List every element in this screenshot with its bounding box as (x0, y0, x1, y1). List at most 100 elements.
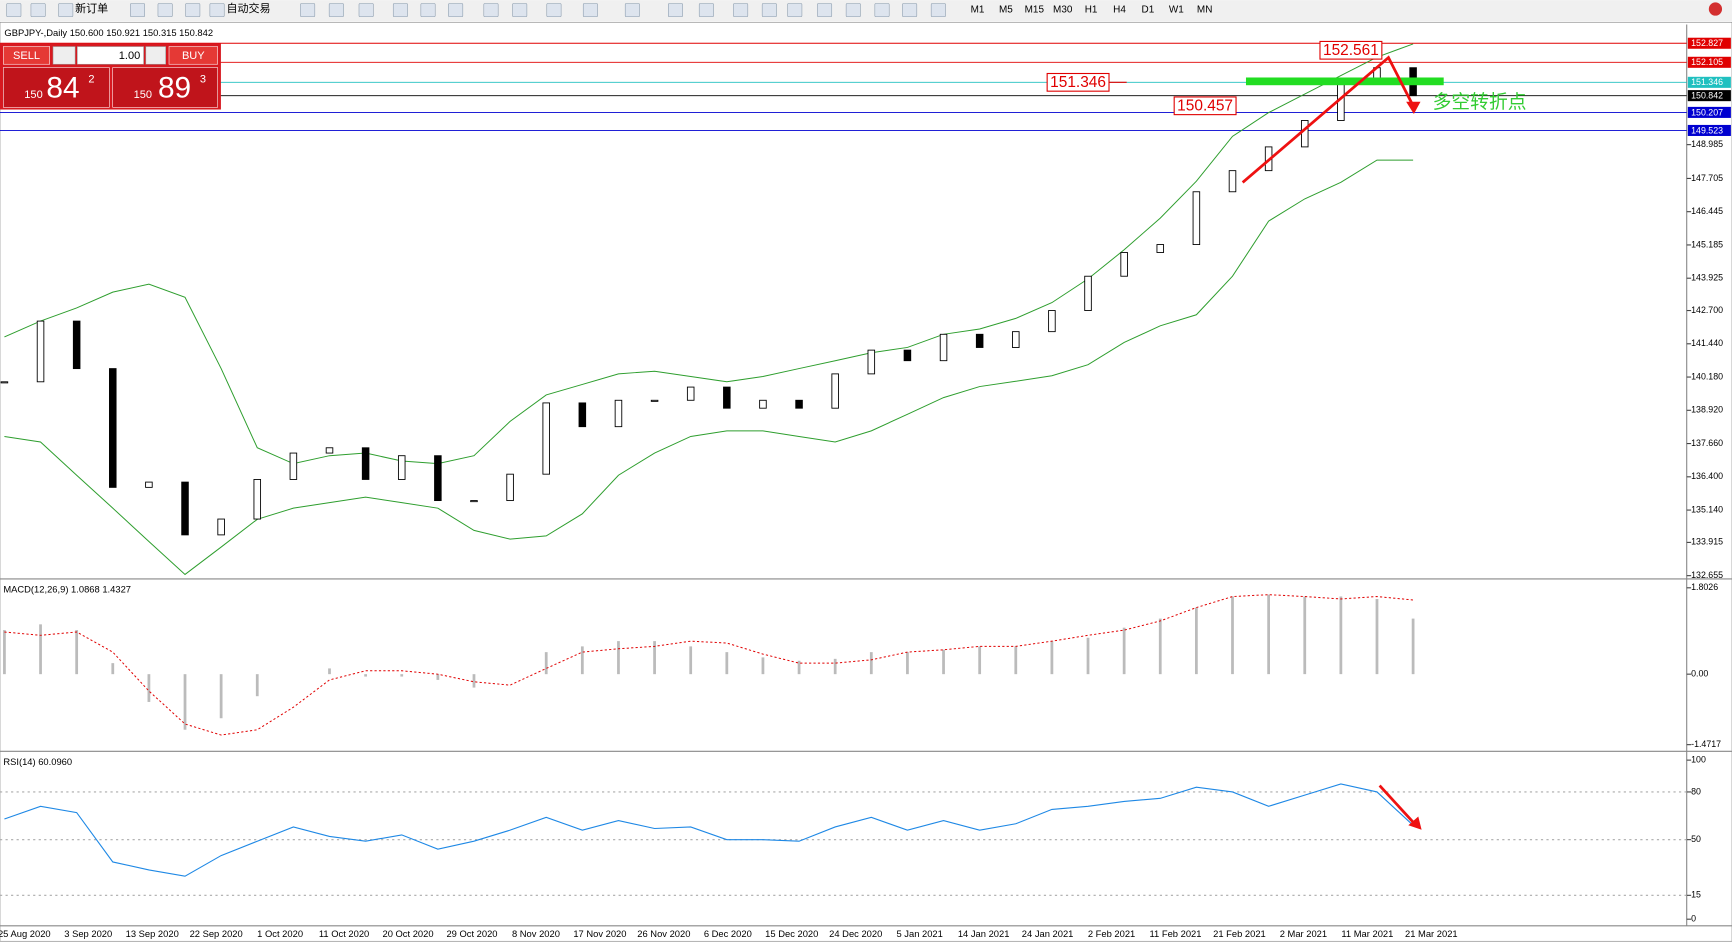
drawings (1241, 55, 1444, 830)
candle (397, 455, 406, 480)
timeframe-button[interactable]: MN (1197, 5, 1212, 16)
candle (759, 399, 767, 409)
date-label: 21 Mar 2021 (1405, 929, 1458, 939)
annotation: 多空转折点 (1433, 91, 1527, 112)
toolbar-icon[interactable] (58, 3, 74, 18)
timeframe-button[interactable]: M15 (1025, 5, 1045, 16)
price-tag-label: 152.827 (1691, 38, 1723, 48)
arrow-head (1408, 816, 1422, 830)
timeframe-button[interactable]: W1 (1169, 5, 1184, 16)
candle (434, 455, 442, 502)
y-tick-label: 132.655 (1691, 570, 1723, 580)
trend-arrow (1241, 55, 1416, 184)
date-label: 17 Nov 2020 (573, 929, 626, 939)
date-label: 20 Oct 2020 (382, 929, 433, 939)
price-tag-label: 150.842 (1691, 91, 1723, 101)
toolbar-icon[interactable] (6, 3, 22, 18)
price-tag-label: 152.105 (1691, 57, 1723, 67)
toolbar-icon[interactable] (787, 3, 803, 18)
date-label: 11 Mar 2021 (1341, 929, 1393, 939)
candle (1048, 310, 1056, 333)
candle (361, 447, 370, 480)
candle (578, 402, 587, 428)
toolbar-icon[interactable] (392, 3, 408, 18)
date-label: 26 Nov 2020 (637, 929, 690, 939)
lot-up[interactable] (145, 46, 166, 65)
lot-down[interactable] (52, 46, 76, 65)
toolbar-item[interactable]: 自动交易 (226, 1, 270, 15)
buy-price-box[interactable] (112, 67, 218, 108)
toolbar-icon[interactable] (582, 3, 598, 18)
timeframe-button[interactable]: H1 (1085, 5, 1098, 16)
toolbar-icon[interactable] (512, 3, 528, 18)
candle (1084, 275, 1092, 311)
timeframe-button[interactable]: M1 (971, 5, 985, 16)
toolbar-icon[interactable] (668, 3, 683, 18)
toolbar-icon[interactable] (209, 3, 225, 18)
candle (831, 373, 839, 409)
toolbar-icon[interactable] (845, 3, 861, 18)
date-label: 22 Sep 2020 (190, 929, 243, 939)
toolbar-icon[interactable] (733, 3, 749, 18)
toolbar-icon[interactable] (448, 3, 464, 18)
timeframe-button[interactable]: M30 (1053, 5, 1073, 16)
toolbar-icon[interactable] (300, 3, 316, 18)
date-label: 21 Feb 2021 (1213, 929, 1266, 939)
toolbar-icon[interactable] (698, 3, 714, 18)
sell-sup: 2 (88, 74, 94, 86)
toolbar-icon[interactable] (874, 3, 890, 18)
candle (1228, 170, 1237, 193)
toolbar-icon[interactable] (130, 3, 145, 18)
timeframe-button[interactable]: H4 (1113, 5, 1126, 16)
toolbar-icon[interactable] (546, 3, 562, 18)
y-tick-label: 15 (1691, 890, 1701, 900)
timeframe-button[interactable]: M5 (999, 5, 1013, 16)
y-tick-label: 142.700 (1691, 305, 1723, 315)
alert-icon[interactable] (1708, 2, 1723, 16)
lot-value: 1.00 (119, 50, 140, 62)
toolbar-icon[interactable] (30, 3, 46, 18)
toolbar-icon[interactable] (761, 3, 777, 18)
price-tag-label: 150.207 (1691, 107, 1723, 117)
rsi-line (4, 783, 1414, 877)
toolbar-item[interactable]: 新订单 (75, 1, 108, 15)
sell-prefix: 150 (24, 89, 42, 101)
date-label: 11 Feb 2021 (1150, 929, 1202, 939)
y-tick-label: -1.4717 (1691, 739, 1721, 749)
green-zone (1245, 77, 1444, 86)
sell-price-box[interactable] (3, 67, 110, 108)
candle (795, 399, 803, 409)
candle (253, 479, 262, 520)
candle (289, 452, 298, 480)
bollinger-band (4, 159, 1414, 576)
buy-button[interactable] (168, 46, 218, 65)
candle (0, 381, 9, 384)
toolbar-icon[interactable] (328, 3, 344, 18)
toolbar-icon[interactable] (930, 3, 946, 18)
price-label: 150.457 (1177, 97, 1233, 114)
candle (217, 518, 225, 536)
toolbar-icon[interactable] (185, 3, 201, 18)
candle (1120, 252, 1128, 277)
y-tick-label: 100 (1691, 754, 1706, 764)
toolbar-icon[interactable] (358, 3, 374, 18)
date-label: 11 Oct 2020 (319, 929, 369, 939)
lot-input[interactable] (77, 46, 144, 65)
sell-button[interactable] (3, 46, 50, 65)
y-tick-label: 140.180 (1691, 371, 1723, 381)
candle (181, 481, 189, 536)
rsi-header: RSI(14) 60.0960 (3, 757, 72, 767)
date-label: 14 Jan 2021 (958, 929, 1010, 939)
toolbar-icon[interactable] (483, 3, 499, 18)
timeframe-button[interactable]: D1 (1142, 5, 1155, 16)
toolbar-icon[interactable] (624, 3, 640, 18)
candle (470, 500, 478, 503)
y-tick-label: 135.140 (1691, 504, 1723, 514)
toolbar-icon[interactable] (817, 3, 833, 18)
price-tag (1687, 56, 1731, 68)
buy-prefix: 150 (134, 89, 152, 101)
toolbar-icon[interactable] (157, 3, 173, 18)
toolbar-icon[interactable] (902, 3, 918, 18)
toolbar-icon[interactable] (420, 3, 436, 18)
